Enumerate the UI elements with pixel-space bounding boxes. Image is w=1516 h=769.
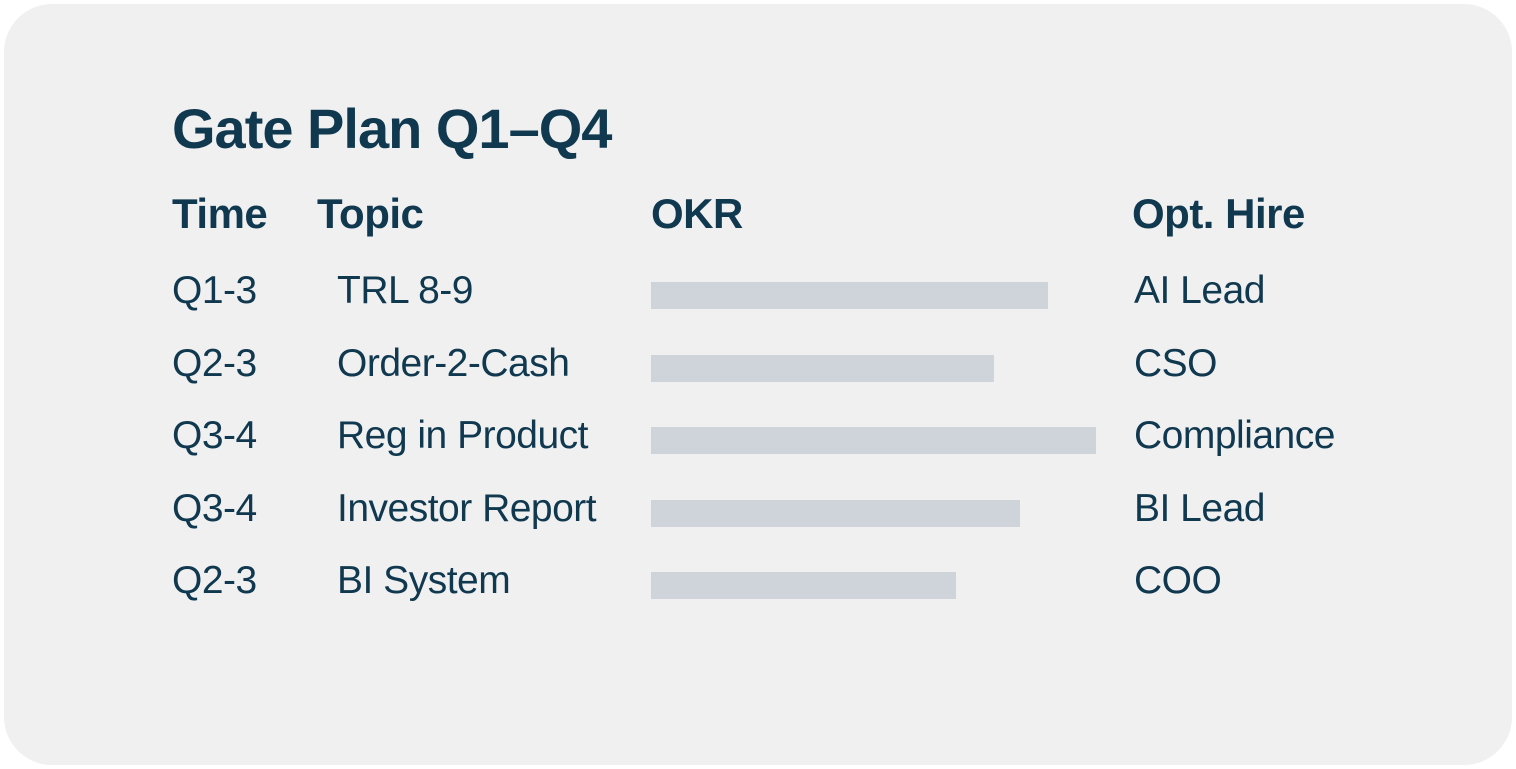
table-row: Q3-4 Reg in Product Compliance — [4, 416, 1512, 489]
okr-placeholder-bar — [651, 355, 994, 382]
time-cell: Q3-4 — [172, 487, 257, 530]
column-header-okr: OKR — [651, 190, 743, 237]
column-header-time: Time — [172, 190, 268, 237]
table-row: Q2-3 BI System COO — [4, 561, 1512, 634]
opt-hire-cell: COO — [1134, 559, 1222, 602]
okr-placeholder-bar — [651, 282, 1048, 309]
topic-cell: BI System — [337, 559, 511, 602]
topic-cell: Order-2-Cash — [337, 342, 570, 385]
okr-placeholder-bar — [651, 500, 1020, 527]
time-cell: Q3-4 — [172, 414, 257, 457]
time-cell: Q1-3 — [172, 269, 257, 312]
page-title: Gate Plan Q1–Q4 — [172, 97, 612, 160]
topic-cell: Investor Report — [337, 487, 597, 530]
okr-placeholder-bar — [651, 572, 956, 599]
opt-hire-cell: AI Lead — [1134, 269, 1265, 312]
opt-hire-cell: Compliance — [1134, 414, 1335, 457]
topic-cell: TRL 8-9 — [337, 269, 473, 312]
table-row: Q3-4 Investor Report BI Lead — [4, 489, 1512, 562]
opt-hire-cell: CSO — [1134, 342, 1218, 385]
column-header-topic: Topic — [317, 190, 424, 237]
okr-placeholder-bar — [651, 427, 1096, 454]
table-row: Q2-3 Order-2-Cash CSO — [4, 344, 1512, 417]
opt-hire-cell: BI Lead — [1134, 487, 1265, 530]
table-row: Q1-3 TRL 8-9 AI Lead — [4, 271, 1512, 344]
gate-plan-card: Gate Plan Q1–Q4 Time Topic OKR Opt. Hire… — [4, 4, 1512, 765]
time-cell: Q2-3 — [172, 342, 257, 385]
column-header-opt-hire: Opt. Hire — [1132, 190, 1305, 237]
time-cell: Q2-3 — [172, 559, 257, 602]
topic-cell: Reg in Product — [337, 414, 588, 457]
